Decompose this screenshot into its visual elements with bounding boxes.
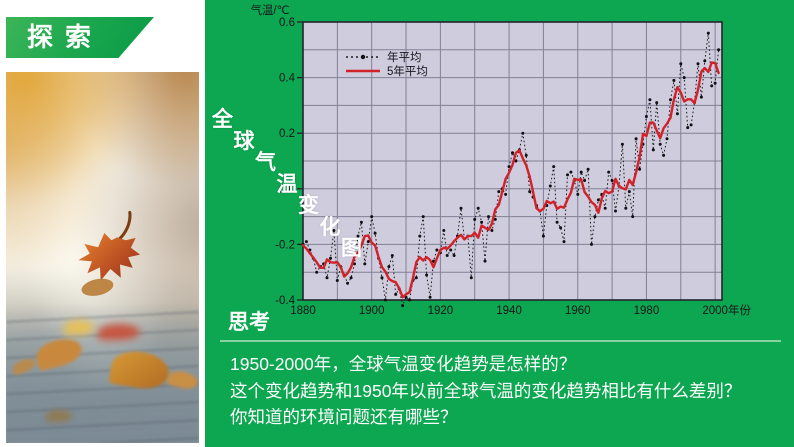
fallen-leaf: [46, 410, 72, 422]
y-axis-title: 气温/℃: [250, 3, 289, 17]
svg-text:年平均: 年平均: [387, 50, 422, 64]
svg-text:1980: 1980: [634, 305, 660, 317]
question-item: 你知道的环境问题还有哪些？: [230, 407, 458, 427]
question-item: 1950-2000年，全球气温变化趋势是怎样的？: [230, 354, 577, 374]
svg-text:0.2: 0.2: [279, 128, 295, 140]
divider-line: [220, 340, 781, 342]
explore-banner-label: 探索: [27, 22, 104, 52]
svg-text:-0.2: -0.2: [275, 239, 295, 251]
svg-text:2000: 2000: [702, 305, 728, 317]
five-year-series: [301, 61, 720, 299]
fallen-leaf: [98, 324, 140, 340]
question-item: 这个变化趋势和1950年以前全球气温的变化趋势相比有什么差别？: [230, 380, 742, 401]
svg-text:-0.4: -0.4: [275, 295, 295, 307]
falling-leaf-icon: [78, 210, 141, 296]
think-heading: 思考: [228, 311, 270, 334]
svg-text:1920: 1920: [428, 305, 454, 317]
svg-text:1900: 1900: [359, 305, 385, 317]
left-panel: 探索: [0, 0, 205, 447]
svg-text:1940: 1940: [496, 305, 522, 317]
svg-text:1880: 1880: [290, 305, 316, 317]
autumn-photo: [6, 72, 199, 443]
svg-text:0.6: 0.6: [279, 17, 295, 29]
x-axis-title: 年份: [728, 303, 751, 317]
svg-text:1960: 1960: [565, 305, 591, 317]
chart-grid: [303, 22, 722, 300]
question-list: 1950-2000年，全球气温变化趋势是怎样的？ 这个变化趋势和1950年以前全…: [230, 351, 741, 431]
plot-border: [302, 21, 723, 301]
fallen-leaf: [64, 320, 94, 335]
svg-text:0.0: 0.0: [279, 184, 295, 196]
svg-text:0.4: 0.4: [279, 73, 296, 85]
svg-text:5年平均: 5年平均: [387, 64, 428, 78]
